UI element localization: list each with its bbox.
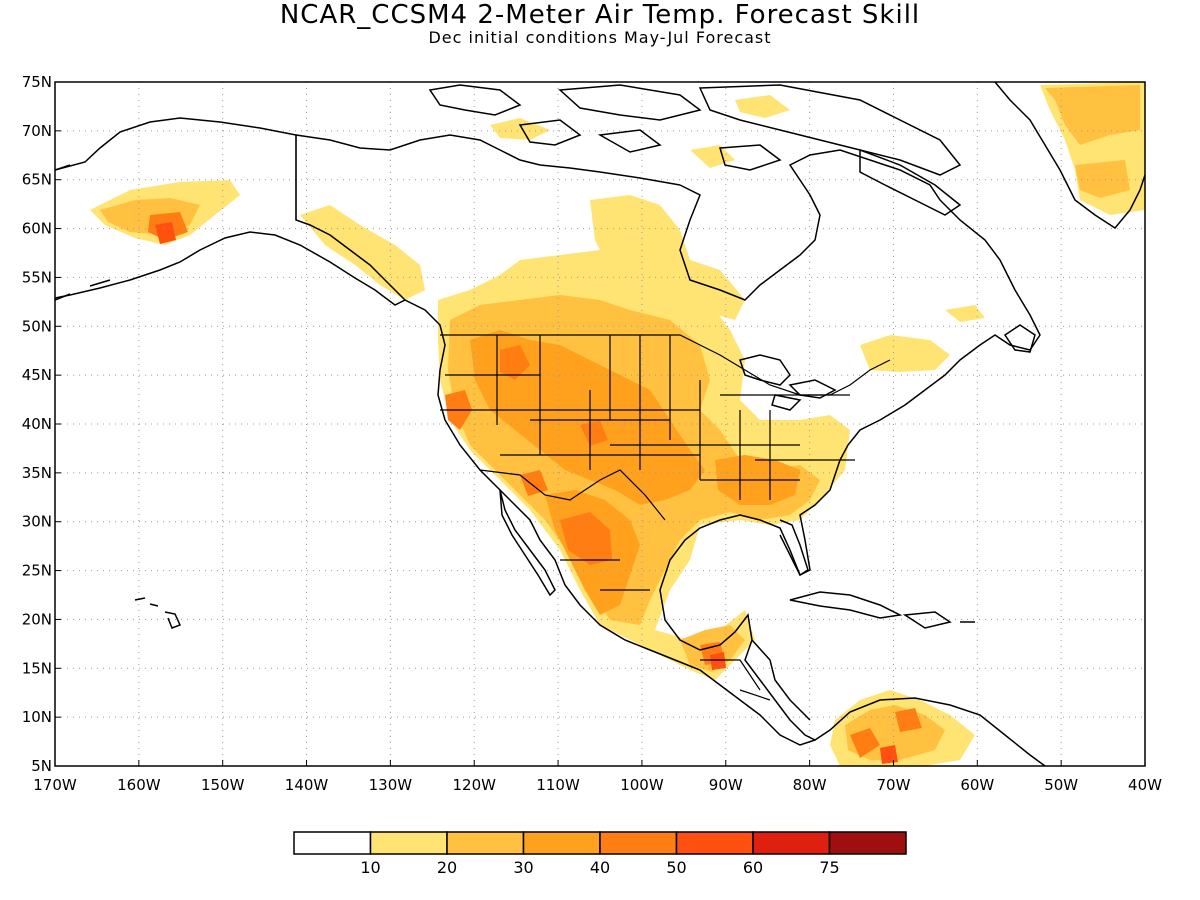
colorbar-label: 75 <box>819 858 839 877</box>
hawaii <box>134 597 182 629</box>
lon-label: 130W <box>369 776 413 794</box>
colorbar-label: 10 <box>360 858 380 877</box>
lat-label: 15N <box>22 659 52 677</box>
lon-label: 170W <box>33 776 77 794</box>
lon-label: 60W <box>960 776 994 794</box>
skill-region-mid-40 <box>470 330 705 505</box>
pacific-coast <box>404 299 816 746</box>
lat-label: 65N <box>22 171 52 189</box>
lat-label: 75N <box>22 73 52 91</box>
political-borders <box>295 135 891 701</box>
map-title: NCAR_CCSM4 2-Meter Air Temp. Forecast Sk… <box>279 0 921 30</box>
lon-label: 70W <box>877 776 911 794</box>
gridlines <box>55 82 1145 766</box>
us-mexico-border <box>479 469 666 521</box>
lon-label: 110W <box>536 776 580 794</box>
baja-california <box>499 489 556 597</box>
lon-label: 160W <box>117 776 161 794</box>
us-canada-border <box>440 334 891 396</box>
lat-label: 45N <box>22 366 52 384</box>
skill-region-arctic <box>490 95 790 168</box>
lon-label: 80W <box>793 776 827 794</box>
colorbar-swatch <box>752 831 831 855</box>
arctic-islands <box>428 84 962 176</box>
lon-label: 40W <box>1128 776 1162 794</box>
longitude-labels: 170W 160W 150W 140W 130W 120W 110W 100W 90W 80W 70… <box>33 760 1162 794</box>
lat-label: 40N <box>22 415 52 433</box>
central-america-east <box>751 639 811 721</box>
colorbar-swatch <box>522 831 601 855</box>
lat-label: 25N <box>22 562 52 580</box>
colorbar-label: 60 <box>743 858 763 877</box>
aleutians <box>55 164 111 301</box>
greenland-coast <box>994 82 1145 229</box>
mexico-state-borders <box>560 559 771 701</box>
baffin-island <box>859 148 962 216</box>
colorbar-swatch <box>293 831 372 855</box>
map-subtitle: Dec initial conditions May-Jul Forecast <box>428 28 772 47</box>
skill-region-bc-coast <box>300 205 425 300</box>
colorbar-swatch <box>599 831 678 855</box>
florida <box>779 519 809 577</box>
canada-arctic-coast <box>295 134 681 186</box>
colorbar-label: 50 <box>666 858 686 877</box>
lon-label: 50W <box>1044 776 1078 794</box>
skill-region-hudson <box>590 195 745 320</box>
lon-label: 120W <box>452 776 496 794</box>
lon-label: 100W <box>620 776 664 794</box>
colorbar-swatch <box>369 831 448 855</box>
great-lakes <box>739 354 837 411</box>
colorbar-swatch <box>828 831 907 855</box>
lat-label: 35N <box>22 464 52 482</box>
colorbar-swatch <box>446 831 525 855</box>
colorbar-label: 40 <box>590 858 610 877</box>
colorbar: 10 20 30 40 50 60 75 <box>293 831 907 877</box>
us-state-borders <box>440 335 855 500</box>
lat-label: 50N <box>22 317 52 335</box>
hispaniola <box>902 611 952 629</box>
skill-shading <box>90 82 1145 766</box>
lat-label: 20N <box>22 610 52 628</box>
cuba <box>789 591 903 619</box>
colorbar-swatch <box>675 831 754 855</box>
lat-label: 70N <box>22 122 52 140</box>
lat-label: 30N <box>22 513 52 531</box>
latitude-labels: 75N 70N 65N 60N 55N 50N 45N 40N 35N 30N 25N 20N 15N 1… <box>22 73 61 775</box>
coastlines <box>55 82 1145 766</box>
lon-label: 90W <box>709 776 743 794</box>
newfoundland <box>1003 324 1036 353</box>
lat-label: 60N <box>22 220 52 238</box>
lat-label: 55N <box>22 268 52 286</box>
lon-label: 140W <box>285 776 329 794</box>
labrador-coast <box>659 199 1046 766</box>
lat-label: 5N <box>31 757 52 775</box>
colorbar-label: 20 <box>437 858 457 877</box>
skill-region-greenland-core <box>1045 85 1140 198</box>
colorbar-label: 30 <box>513 858 533 877</box>
lon-label: 150W <box>201 776 245 794</box>
lat-label: 10N <box>22 708 52 726</box>
skill-region-hot-40-50 <box>148 212 922 758</box>
skill-region-northeast <box>860 305 985 372</box>
